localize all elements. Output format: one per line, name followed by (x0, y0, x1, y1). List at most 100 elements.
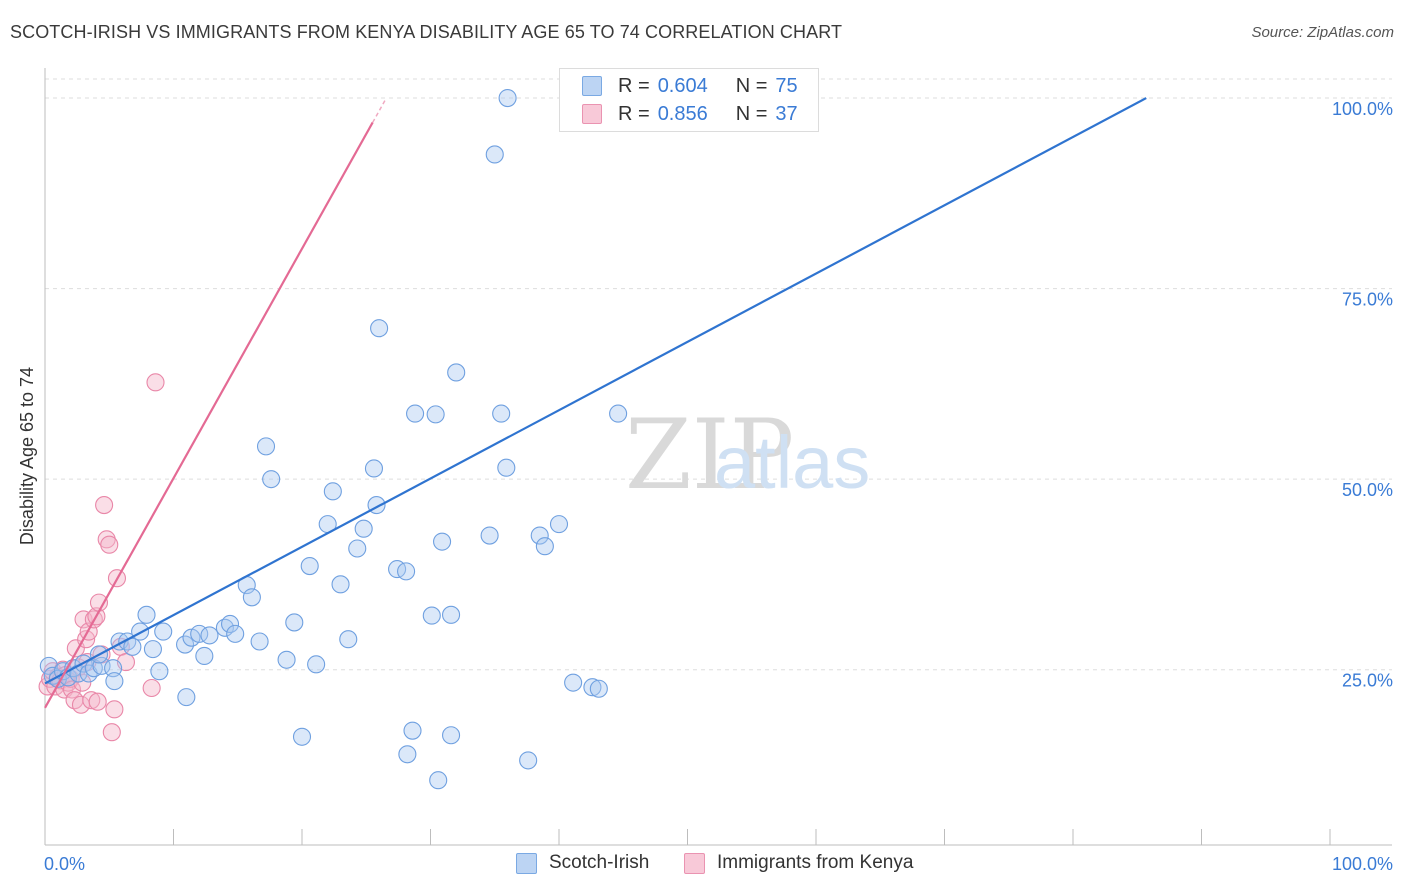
kenya-point (105, 700, 124, 719)
scotch-irish-point (442, 605, 461, 624)
scotch-irish-point (154, 622, 173, 641)
legend-r-value: 0.856 (657, 102, 708, 125)
kenya-point (73, 673, 92, 692)
scotch-irish-point (195, 646, 214, 666)
legend-swatch-blue (582, 76, 602, 96)
series-label: Scotch-Irish (549, 852, 650, 873)
scotch-irish-point (406, 404, 425, 423)
scotch-irish-point (176, 635, 195, 654)
scotch-irish-point (498, 89, 517, 108)
scotch-irish-point (331, 575, 350, 594)
legend-row-kenya: R = 0.856 N = 37 (582, 101, 798, 127)
series-swatch-pink (684, 852, 705, 874)
scotch-irish-point (137, 605, 156, 624)
tick-labels: 25.0% 50.0% 75.0% 100.0% 0.0% 100.0% (44, 99, 1393, 874)
scotch-irish-point (442, 726, 461, 745)
scotch-irish-point (143, 640, 162, 659)
scotch-irish-point (277, 650, 296, 669)
kenya-point (142, 678, 161, 698)
scotch-irish-point (535, 537, 554, 556)
scotch-irish-point (480, 526, 499, 545)
legend-r-value: 0.604 (657, 74, 708, 97)
scotch-irish-point (370, 319, 389, 338)
kenya-trend-extension (372, 97, 387, 123)
scotch-irish-point (226, 624, 245, 643)
scotch-irish-point (123, 637, 142, 656)
scotch-irish-point (92, 656, 111, 675)
kenya-point (82, 691, 101, 710)
scotch-irish-point (250, 632, 269, 651)
kenya-point (88, 692, 107, 711)
series-legend-kenya[interactable]: Immigrants from Kenya (684, 852, 913, 874)
scotch-irish-point (429, 771, 448, 790)
watermark-zip: ZIP (625, 399, 794, 511)
legend-n-value: 75 (775, 74, 798, 97)
kenya-point (102, 723, 121, 742)
scotch-irish-point (403, 721, 422, 740)
scotch-irish-point (300, 556, 319, 576)
scotch-irish-point (323, 482, 342, 501)
scotch-irish-point (397, 562, 416, 581)
scotch-irish-point (433, 532, 452, 551)
trend-lines (44, 97, 1147, 709)
scotch-irish-point (104, 659, 123, 678)
legend-swatch-pink (582, 104, 602, 124)
y-axis-label: Disability Age 65 to 74 (17, 367, 37, 545)
scotch-irish-point (307, 655, 326, 674)
scotch-irish-point (285, 613, 304, 632)
series-label: Immigrants from Kenya (717, 852, 914, 873)
scotch-irish-point (348, 539, 367, 558)
y-tick-label: 75.0% (1342, 290, 1393, 310)
scotch-irish-point (530, 526, 549, 545)
legend-r-label: R = (618, 74, 650, 97)
series-legend: Scotch-Irish Immigrants from Kenya (0, 852, 1406, 876)
chart-source: Source: ZipAtlas.com (1251, 24, 1394, 41)
scotch-irish-point (485, 145, 504, 164)
legend-n-value: 37 (775, 102, 798, 125)
axes (44, 68, 1392, 846)
kenya-point (95, 496, 114, 515)
scotch-irish-point (549, 515, 569, 534)
series-legend-scotch-irish[interactable]: Scotch-Irish (516, 852, 649, 874)
scotch-irish-point (242, 588, 261, 607)
scotch-irish-point (589, 679, 608, 698)
scotch-irish-point (256, 437, 276, 456)
scotch-irish-point (583, 678, 602, 697)
y-tick-label: 100.0% (1332, 99, 1393, 119)
scotch-irish-point (354, 519, 373, 538)
kenya-trend-line (44, 121, 374, 709)
scotch-irish-point (150, 662, 169, 681)
legend-row-scotch-irish: R = 0.604 N = 75 (582, 73, 798, 99)
legend-n-label: N = (735, 102, 768, 125)
watermark-atlas: atlas (714, 421, 870, 504)
scotch-irish-point (292, 727, 312, 746)
scotch-irish-point (609, 404, 628, 423)
kenya-point (100, 535, 119, 554)
scotch-irish-point (39, 656, 58, 675)
scotch-irish-point (200, 626, 219, 645)
correlation-legend: R = 0.604 N = 75 R = 0.856 N = 37 (559, 68, 819, 132)
x-tick-label: 0.0% (44, 854, 85, 874)
scotch-irish-point (497, 458, 516, 477)
y-tick-label: 25.0% (1342, 671, 1393, 691)
scotch-irish-point (519, 751, 538, 770)
scotch-irish-point (262, 470, 281, 489)
kenya-point (146, 373, 165, 392)
x-tick-label: 100.0% (1332, 854, 1393, 874)
scotch-irish-point (339, 630, 358, 649)
scotch-irish-point (177, 688, 196, 707)
y-tick-label: 50.0% (1342, 480, 1393, 500)
legend-r-label: R = (618, 102, 650, 125)
scotch-irish-trend-line (44, 97, 1147, 685)
scotch-irish-point (426, 405, 445, 424)
scotch-irish-point (422, 606, 441, 625)
scotch-irish-point (492, 404, 511, 423)
scotch-irish-point (398, 745, 417, 764)
scotch-irish-point (105, 672, 124, 691)
chart-title: SCOTCH-IRISH VS IMMIGRANTS FROM KENYA DI… (10, 22, 843, 42)
scotch-irish-point (364, 459, 384, 478)
scotch-irish-point (131, 622, 150, 641)
scotch-irish-point (564, 673, 583, 692)
scotch-irish-point (447, 363, 466, 382)
